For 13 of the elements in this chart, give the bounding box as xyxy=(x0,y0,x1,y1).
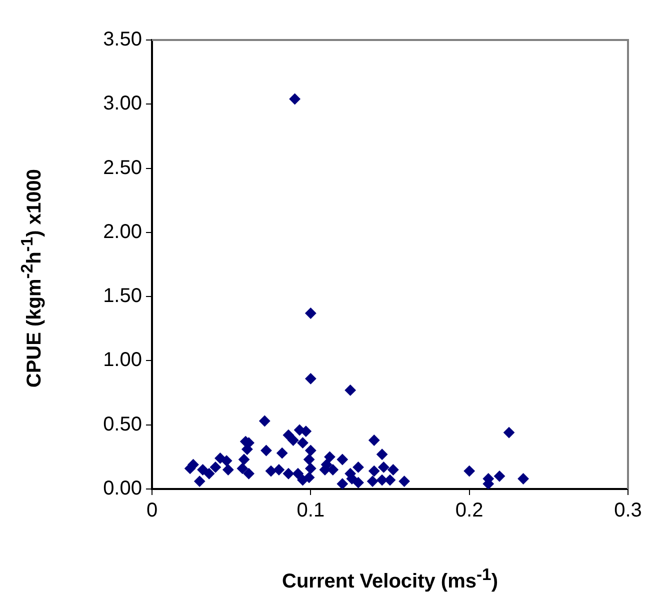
x-tick-label: 0.1 xyxy=(296,500,325,522)
y-tick-label: 0.50 xyxy=(103,413,142,436)
x-axis-title: Current Velocity (ms$^{-1}$) xyxy=(281,565,499,594)
y-tick-label: 3.50 xyxy=(103,28,142,51)
x-tick-label: 0.2 xyxy=(455,500,484,522)
y-tick-label: 2.00 xyxy=(103,220,142,243)
y-tick-label: 0.00 xyxy=(103,478,142,500)
y-tick-label: 1.00 xyxy=(103,349,142,372)
y-tick-label: 2.50 xyxy=(103,156,142,179)
y-tick-label: 3.00 xyxy=(103,92,142,115)
x-tick-label: 0 xyxy=(146,500,158,522)
y-tick-label: 1.50 xyxy=(103,285,142,308)
x-tick-label: 0.3 xyxy=(614,500,642,522)
